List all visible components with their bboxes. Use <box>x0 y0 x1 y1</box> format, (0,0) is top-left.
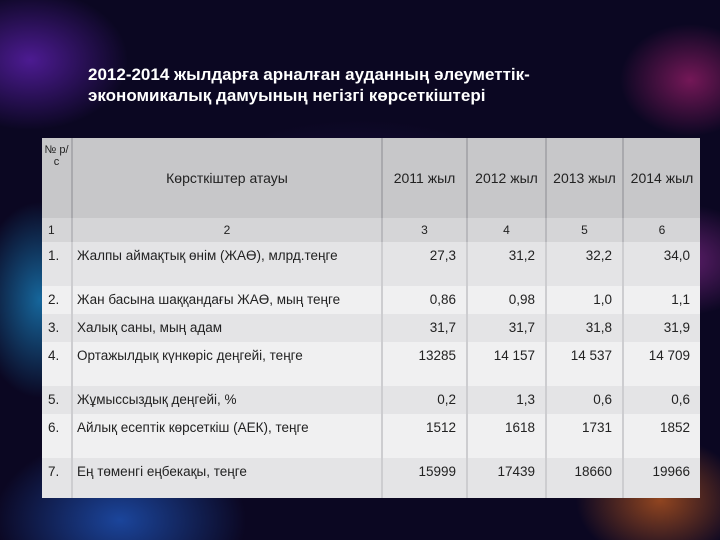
value-2013: 1,0 <box>546 286 624 314</box>
column-number-row: 1 2 3 4 5 6 <box>42 218 700 242</box>
value-2013: 18660 <box>546 458 624 498</box>
table-row: 5. Жұмыссыздық деңгейі, % 0,2 1,3 0,6 0,… <box>42 386 700 414</box>
value-2012: 0,98 <box>467 286 547 314</box>
column-number: 5 <box>546 218 624 242</box>
value-2012: 17439 <box>467 458 547 498</box>
indicators-table: № р/с Көрсткіштер атауы 2011 жыл 2012 жы… <box>42 138 700 498</box>
value-2011: 13285 <box>382 342 468 386</box>
row-index: 1. <box>42 242 73 286</box>
header-row: № р/с Көрсткіштер атауы 2011 жыл 2012 жы… <box>42 138 700 218</box>
value-2014: 19966 <box>623 458 700 498</box>
table-row: 3. Халық саны, мың адам 31,7 31,7 31,8 3… <box>42 314 700 342</box>
table-row: 2. Жан басына шаққандағы ЖАӨ, мың теңге … <box>42 286 700 314</box>
column-number: 6 <box>623 218 700 242</box>
value-2011: 1512 <box>382 414 468 458</box>
value-2014: 14 709 <box>623 342 700 386</box>
header-cell: № р/с <box>42 138 73 218</box>
indicator-name: Жұмыссыздық деңгейі, % <box>72 386 383 414</box>
row-index: 6. <box>42 414 73 458</box>
value-2014: 1,1 <box>623 286 700 314</box>
slide-title: 2012-2014 жылдарға арналған ауданның әле… <box>88 65 530 105</box>
value-2011: 31,7 <box>382 314 468 342</box>
column-number: 3 <box>382 218 468 242</box>
value-2014: 0,6 <box>623 386 700 414</box>
row-index: 3. <box>42 314 73 342</box>
value-2012: 1618 <box>467 414 547 458</box>
value-2013: 31,8 <box>546 314 624 342</box>
column-number: 2 <box>72 218 383 242</box>
value-2012: 31,2 <box>467 242 547 286</box>
indicator-name: Жан басына шаққандағы ЖАӨ, мың теңге <box>72 286 383 314</box>
indicator-name: Жалпы аймақтық өнім (ЖАӨ), млрд.теңге <box>72 242 383 286</box>
value-2013: 1731 <box>546 414 624 458</box>
table-row: 7. Ең төменгі еңбекақы, теңге 15999 1743… <box>42 458 700 498</box>
header-cell: Көрсткіштер атауы <box>72 138 383 218</box>
value-2012: 1,3 <box>467 386 547 414</box>
value-2014: 31,9 <box>623 314 700 342</box>
table-row: 1. Жалпы аймақтық өнім (ЖАӨ), млрд.теңге… <box>42 242 700 286</box>
column-number: 1 <box>42 218 73 242</box>
value-2011: 0,86 <box>382 286 468 314</box>
indicator-name: Ортажылдық күнкөріс деңгейі, теңге <box>72 342 383 386</box>
indicator-name: Халық саны, мың адам <box>72 314 383 342</box>
value-2013: 14 537 <box>546 342 624 386</box>
value-2013: 32,2 <box>546 242 624 286</box>
row-index: 7. <box>42 458 73 498</box>
row-index: 5. <box>42 386 73 414</box>
value-2013: 0,6 <box>546 386 624 414</box>
indicator-name: Ең төменгі еңбекақы, теңге <box>72 458 383 498</box>
indicator-name: Айлық есептік көрсеткіш (АЕК), теңге <box>72 414 383 458</box>
value-2012: 31,7 <box>467 314 547 342</box>
value-2011: 15999 <box>382 458 468 498</box>
table-row: 6. Айлық есептік көрсеткіш (АЕК), теңге … <box>42 414 700 458</box>
column-number: 4 <box>467 218 547 242</box>
value-2011: 0,2 <box>382 386 468 414</box>
value-2014: 34,0 <box>623 242 700 286</box>
header-cell: 2014 жыл <box>623 138 700 218</box>
row-index: 2. <box>42 286 73 314</box>
header-cell: 2013 жыл <box>546 138 624 218</box>
value-2012: 14 157 <box>467 342 547 386</box>
value-2011: 27,3 <box>382 242 468 286</box>
header-cell: 2012 жыл <box>467 138 547 218</box>
header-cell: 2011 жыл <box>382 138 468 218</box>
row-index: 4. <box>42 342 73 386</box>
table-row: 4. Ортажылдық күнкөріс деңгейі, теңге 13… <box>42 342 700 386</box>
value-2014: 1852 <box>623 414 700 458</box>
